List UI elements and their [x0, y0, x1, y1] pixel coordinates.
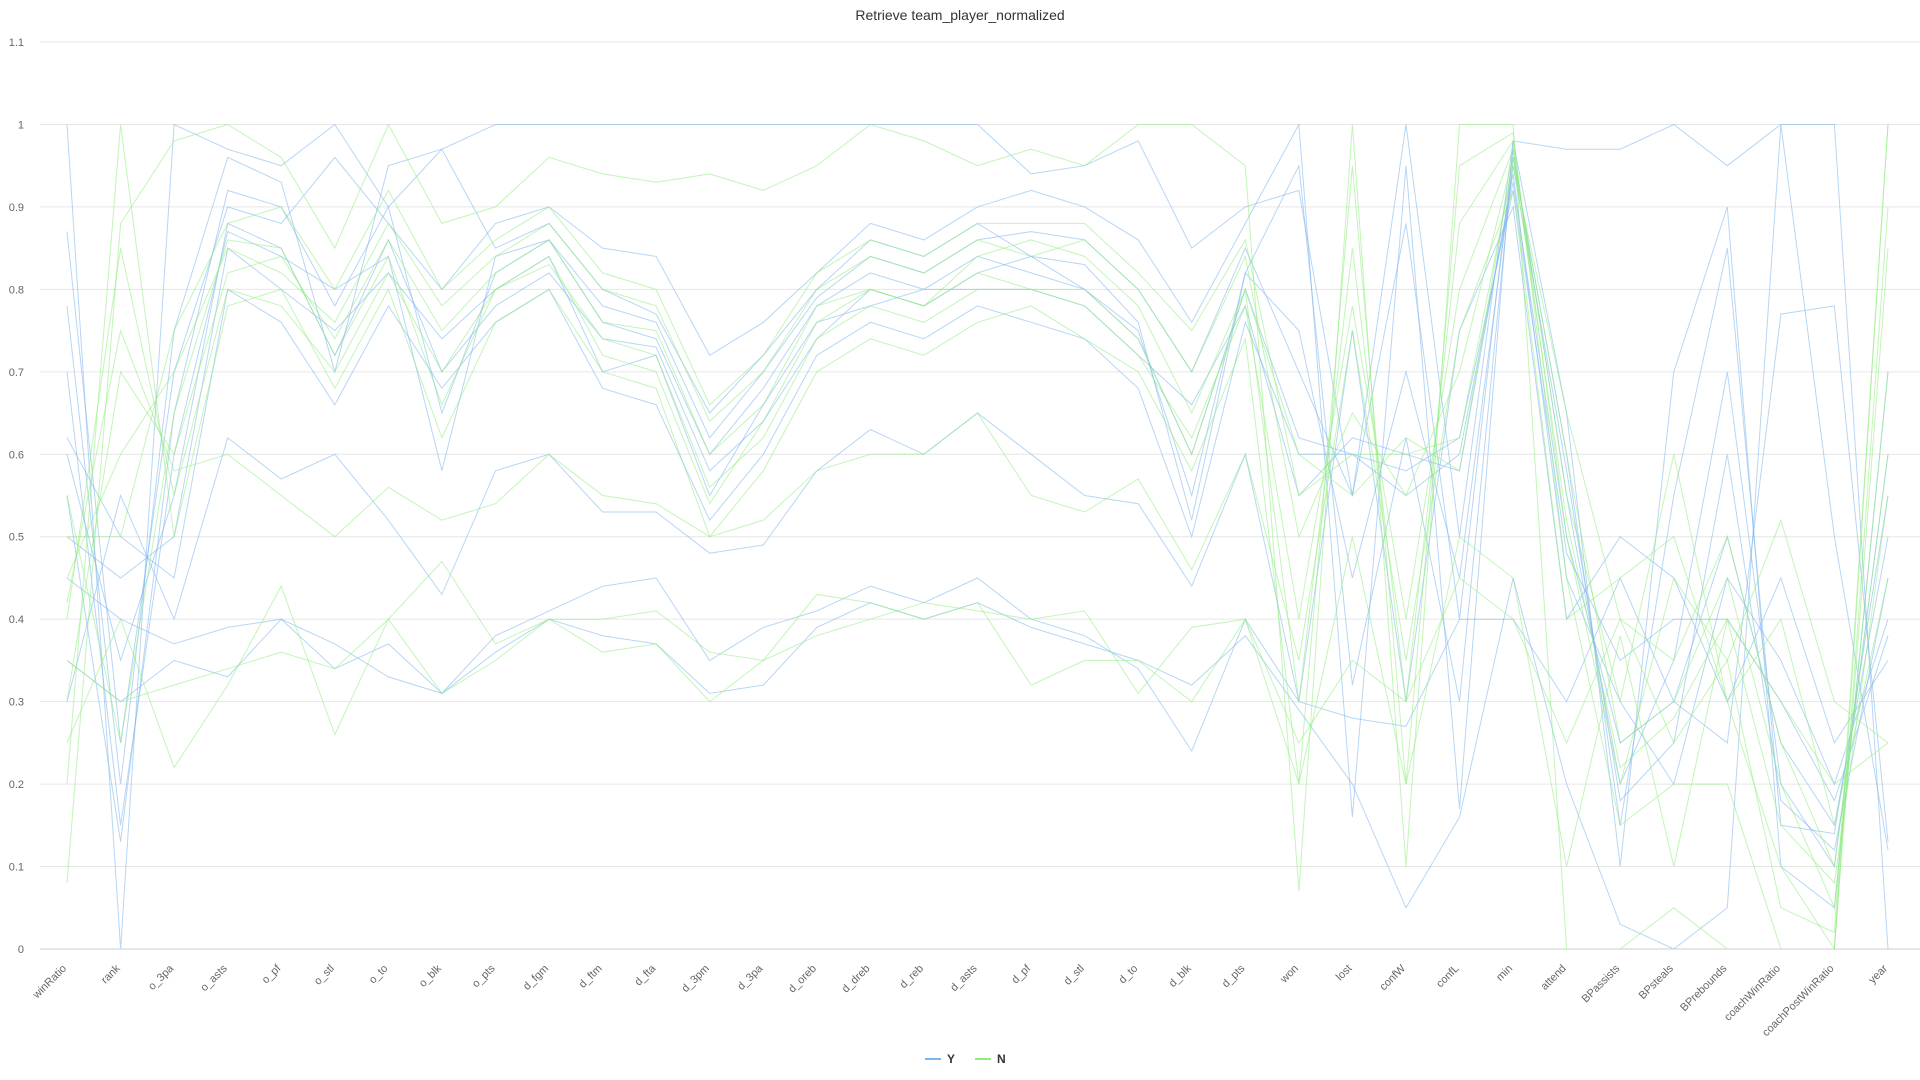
y-tick-label: 0: [18, 944, 24, 956]
series-line-n[interactable]: [66, 157, 1889, 885]
y-tick-label: 1.1: [9, 37, 24, 49]
y-tick-label: 0.1: [9, 862, 24, 874]
legend-label-y[interactable]: Y: [947, 1052, 955, 1066]
y-tick-label: 0.2: [9, 779, 24, 791]
y-tick-label: 0.3: [9, 697, 24, 709]
y-axis-ticks: 0 0.1 0.2 0.3 0.4 0.5 0.6 0.7 0.8 0.9 1 1.1: [9, 37, 24, 956]
series-line-n[interactable]: [66, 124, 1889, 950]
series-line-n[interactable]: [66, 147, 1889, 951]
series-line-n[interactable]: [66, 124, 1889, 934]
series-lines: [66, 122, 1889, 951]
chart-title: Retrieve team_player_normalized: [855, 7, 1064, 23]
series-line-n[interactable]: [66, 518, 1889, 745]
series-line-n[interactable]: [66, 157, 1889, 910]
y-tick-label: 0.7: [9, 367, 24, 379]
series-line-n[interactable]: [66, 190, 1889, 826]
y-tick-label: 0.5: [9, 532, 24, 544]
y-tick-label: 0.9: [9, 202, 24, 214]
series-line-n[interactable]: [66, 535, 1889, 867]
series-line-y[interactable]: [66, 123, 1889, 950]
y-tick-label: 1: [18, 119, 24, 131]
series-line-y[interactable]: [66, 190, 1889, 802]
y-tick-label: 0.8: [9, 284, 24, 296]
gridlines: [40, 41, 1920, 868]
y-tick-label: 0.4: [9, 614, 24, 626]
series-line-n[interactable]: [67, 165, 1889, 869]
y-tick-label: 0.6: [9, 449, 24, 461]
legend-label-n[interactable]: N: [997, 1052, 1006, 1066]
